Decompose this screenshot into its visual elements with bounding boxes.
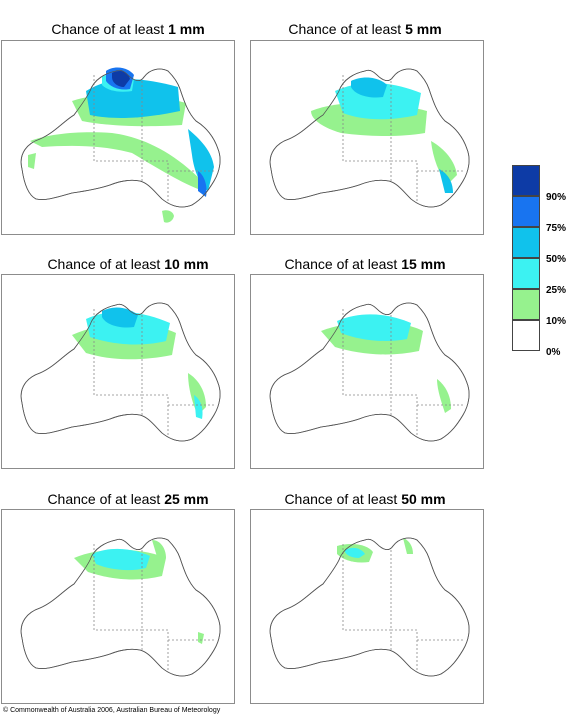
panel-title-10mm: Chance of at least 10 mm (3, 256, 253, 272)
map-panel-1mm (1, 40, 235, 235)
panel-title-amount: 10 mm (164, 256, 209, 272)
legend-swatch-90 (512, 165, 540, 196)
panel-title-amount: 1 mm (168, 21, 205, 37)
panel-title-25mm: Chance of at least 25 mm (3, 491, 253, 507)
panel-title-5mm: Chance of at least 5 mm (240, 21, 490, 37)
panel-title-1mm: Chance of at least 1 mm (3, 21, 253, 37)
legend-label-50: 50% (546, 254, 567, 265)
panel-title-amount: 5 mm (405, 21, 442, 37)
legend-swatch-10 (512, 289, 540, 320)
panel-title-amount: 15 mm (401, 256, 446, 272)
panel-title-15mm: Chance of at least 15 mm (240, 256, 490, 272)
panel-title-prefix: Chance of at least (284, 491, 402, 507)
map-panel-25mm (1, 509, 235, 704)
panel-title-amount: 50 mm (401, 491, 446, 507)
legend-swatch-50 (512, 227, 540, 258)
panel-title-prefix: Chance of at least (284, 256, 402, 272)
copyright-text: © Commonwealth of Australia 2006, Austra… (3, 707, 221, 714)
legend-label-0: 0% (546, 347, 561, 358)
legend-label-25: 25% (546, 285, 567, 296)
copyright-notice: © Commonwealth of Australia 2006, Austra… (3, 707, 220, 714)
panel-title-prefix: Chance of at least (51, 21, 169, 37)
legend-swatch-0 (512, 320, 540, 351)
panel-title-prefix: Chance of at least (288, 21, 406, 37)
legend-label-90: 90% (546, 192, 567, 203)
panel-title-amount: 25 mm (164, 491, 209, 507)
panel-title-50mm: Chance of at least 50 mm (240, 491, 490, 507)
legend-swatch-25 (512, 258, 540, 289)
panel-title-prefix: Chance of at least (47, 491, 165, 507)
map-panel-5mm (250, 40, 484, 235)
legend-swatch-75 (512, 196, 540, 227)
map-panel-10mm (1, 274, 235, 469)
map-panel-50mm (250, 509, 484, 704)
panel-title-prefix: Chance of at least (47, 256, 165, 272)
legend-label-10: 10% (546, 316, 567, 327)
legend-label-75: 75% (546, 223, 567, 234)
map-panel-15mm (250, 274, 484, 469)
